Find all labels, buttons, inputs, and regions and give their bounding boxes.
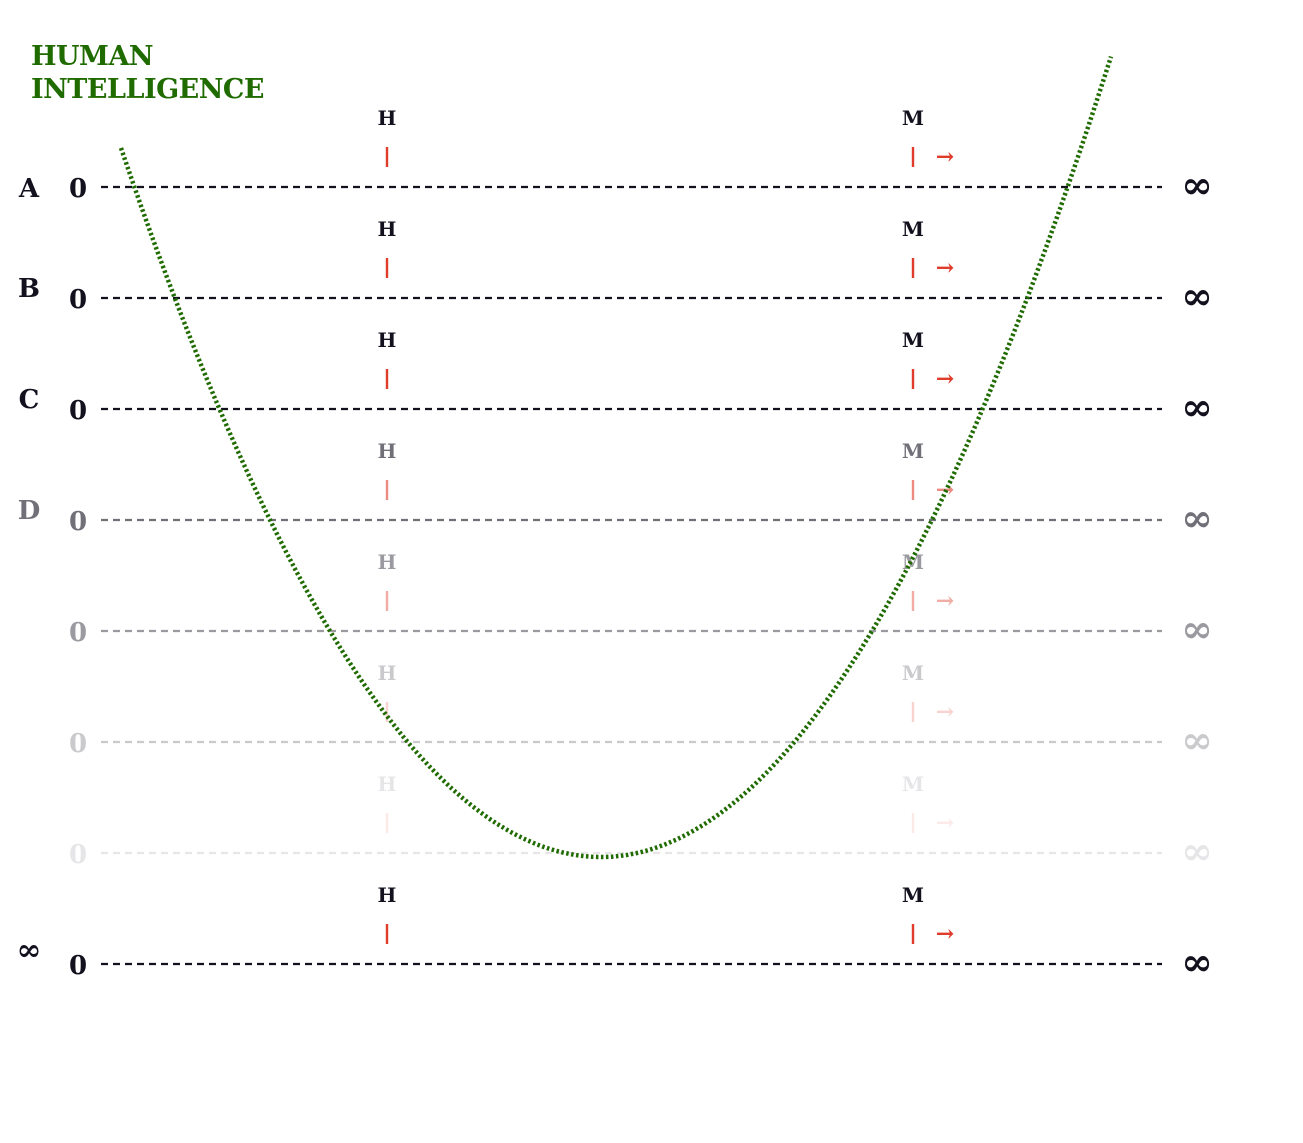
scale-infinity-label: ∞ <box>1181 273 1213 318</box>
scale-infinity-label: ∞ <box>1181 495 1213 540</box>
scale-row: 0 ∞ H M → C <box>19 328 1213 429</box>
marker-h-label: H <box>378 439 397 463</box>
marker-m-label: M <box>902 661 924 685</box>
row-label: C <box>19 385 40 415</box>
scale-infinity-label: ∞ <box>1181 828 1213 873</box>
marker-m-label: M <box>902 217 924 241</box>
scale-infinity-label: ∞ <box>1181 162 1213 207</box>
marker-m-arrow: → <box>936 699 954 725</box>
row-label: A <box>18 174 40 204</box>
marker-m-arrow: → <box>936 810 954 836</box>
scale-row: 0 ∞H M→ <box>69 550 1213 651</box>
row-label: ∞ <box>17 933 42 968</box>
marker-m-arrow: → <box>936 588 954 614</box>
scale-infinity-label: ∞ <box>1181 717 1213 762</box>
scale-zero-label: 0 <box>69 507 87 537</box>
marker-m-arrow: → <box>936 144 954 170</box>
scale-zero-label: 0 <box>69 840 87 870</box>
marker-m-label: M <box>902 883 924 907</box>
marker-h-label: H <box>378 328 397 352</box>
marker-h-label: H <box>378 106 397 130</box>
scale-infinity-label: ∞ <box>1181 606 1213 651</box>
marker-h-label: H <box>378 550 397 574</box>
scale-row: 0 ∞ H M → ∞ <box>17 883 1213 984</box>
scale-zero-label: 0 <box>69 396 87 426</box>
marker-h-label: H <box>378 883 397 907</box>
scale-row: 0 ∞ H M → B <box>18 217 1213 318</box>
marker-m-label: M <box>902 439 924 463</box>
scale-zero-label: 0 <box>69 951 87 981</box>
marker-m-arrow: → <box>936 921 954 947</box>
scale-row: 0 ∞ H M → A <box>18 106 1213 207</box>
marker-h-label: H <box>378 217 397 241</box>
marker-m-label: M <box>902 106 924 130</box>
scale-infinity-label: ∞ <box>1181 939 1213 984</box>
row-label: B <box>18 274 40 304</box>
scale-zero-label: 0 <box>69 285 87 315</box>
title-line-1: HUMAN <box>31 41 154 72</box>
row-label: D <box>18 496 41 526</box>
marker-m-arrow: → <box>936 255 954 281</box>
marker-h-label: H <box>378 661 397 685</box>
scale-row: 0 ∞ H M → <box>69 772 1213 873</box>
scale-infinity-label: ∞ <box>1181 384 1213 429</box>
marker-m-arrow: → <box>936 366 954 392</box>
marker-m-label: M <box>902 328 924 352</box>
marker-m-label: M <box>902 772 924 796</box>
human-intelligence-curve <box>118 55 1114 860</box>
title-line-2: INTELLIGENCE <box>31 74 264 105</box>
scale-zero-label: 0 <box>69 618 87 648</box>
scale-zero-label: 0 <box>69 729 87 759</box>
marker-h-label: H <box>378 772 397 796</box>
scale-row: 0 ∞H M→D <box>18 439 1213 540</box>
scale-zero-label: 0 <box>69 174 87 204</box>
scale-row: 0 ∞ H M → <box>69 661 1213 762</box>
